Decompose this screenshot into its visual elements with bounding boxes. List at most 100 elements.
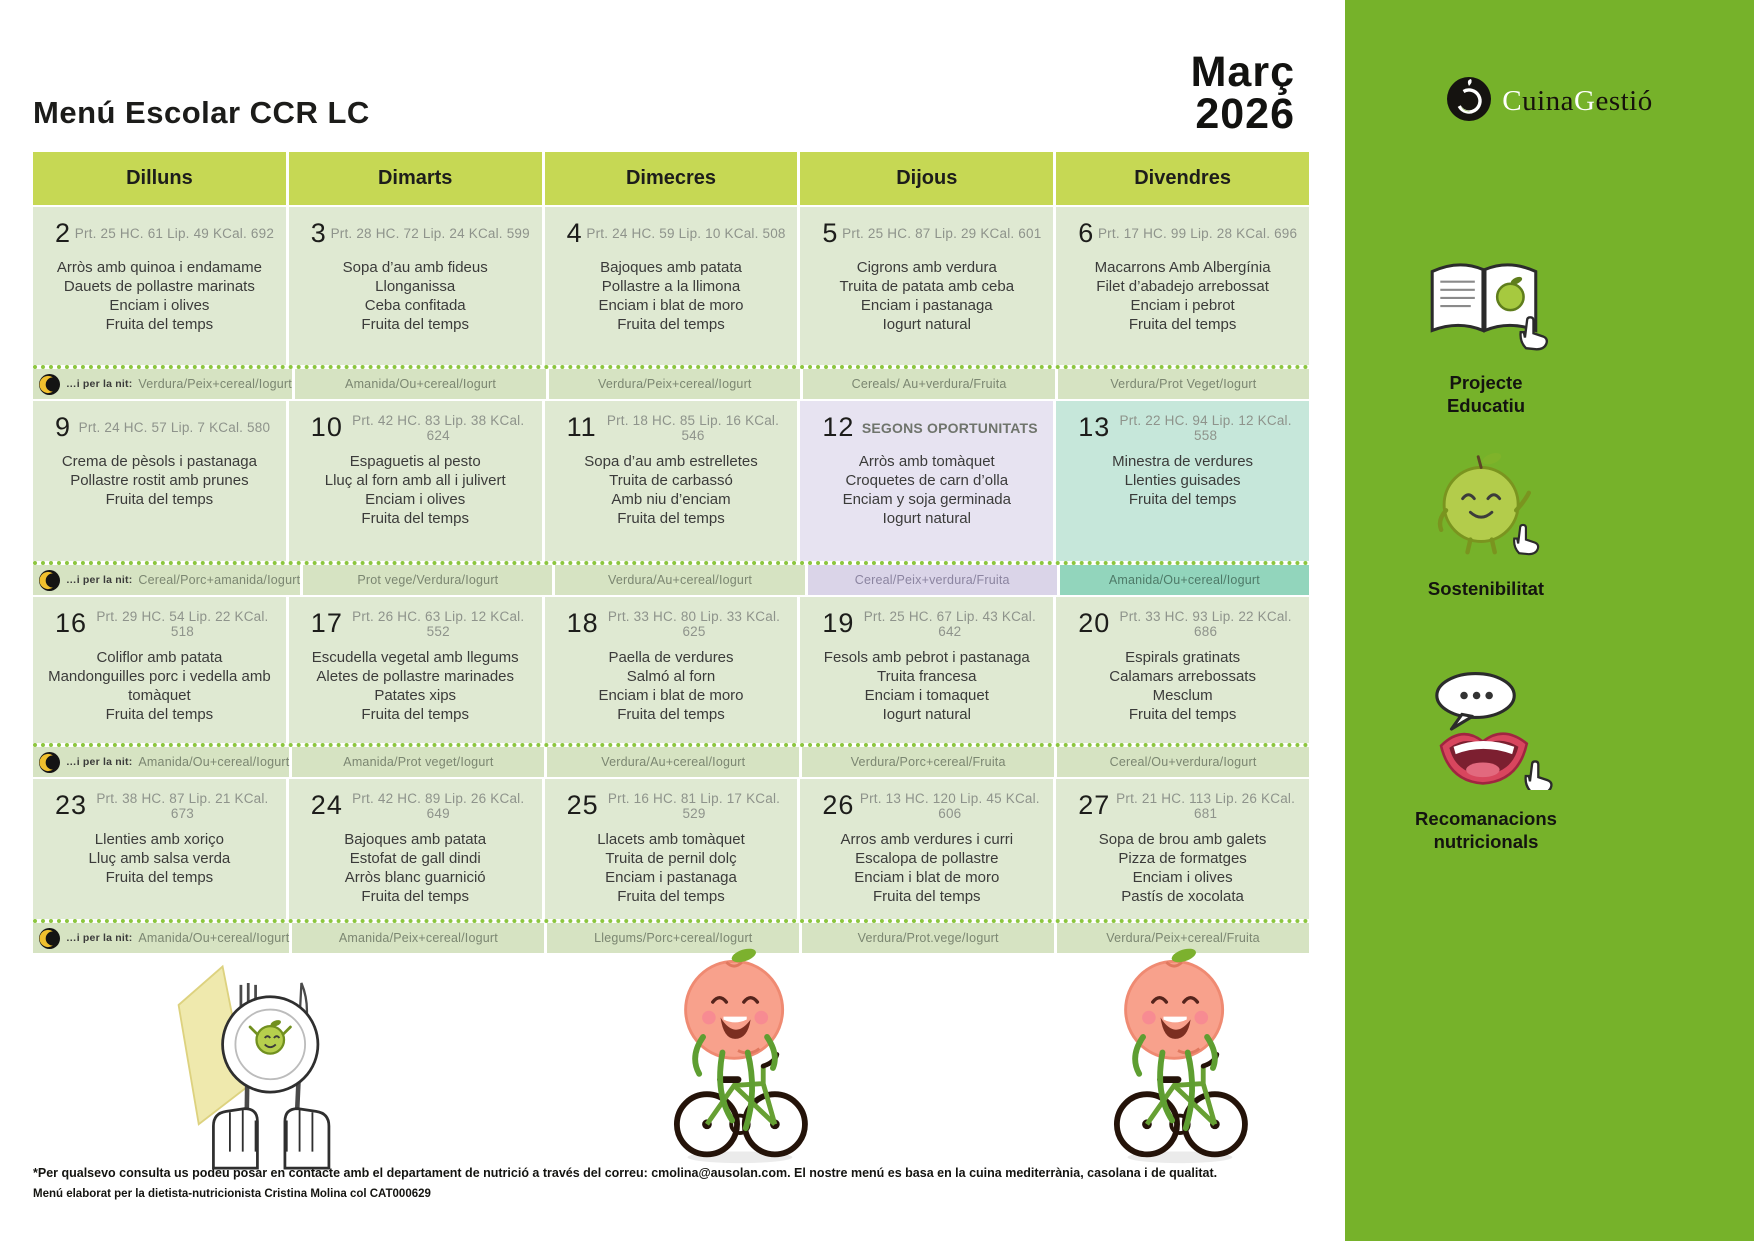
day-number: 17 [310, 608, 343, 638]
menu-item: Cigrons amb verdura [856, 259, 997, 276]
menu-item: Fruita del temps [617, 888, 725, 906]
menu-item: Croquetes de carn d’olla [845, 472, 1009, 490]
day-number: 2 [55, 218, 72, 248]
night-cell: …i per la nit: Cereal/Porc+amanida/Iogurt [33, 565, 301, 595]
menu-item: Fruita del temps [1128, 316, 1237, 334]
menu-item: Fruita del temps [1128, 491, 1237, 509]
day-header-dilluns: Dilluns [33, 152, 286, 205]
menu-item: Iogurt natural [882, 706, 971, 724]
menu-item: Enciam i blat de moro [598, 297, 744, 315]
night-menu: Verdura/Au+cereal/Iogurt [607, 573, 753, 587]
night-cell: Verdura/Au+cereal/Iogurt [555, 565, 805, 595]
menu-item: Escalopa de pollastre [855, 850, 999, 868]
menu-item: Enciam i pebrot [1130, 297, 1235, 315]
day-cell-13: 13 Prt. 22 HC. 94 Lip. 12 KCal. 558 Minest… [1056, 401, 1309, 561]
day-cell-18: 18 Prt. 33 HC. 80 Lip. 33 KCal. 625 Paella… [544, 597, 798, 743]
nutrition-stats: Prt. 28 HC. 72 Lip. 24 KCal. 599 [330, 226, 530, 241]
month-year: Març 2026 [1000, 48, 1295, 138]
menu-item: Enciam i olives [1132, 869, 1233, 887]
night-cell: Verdura/Peix+cereal/Fruita [1057, 923, 1309, 953]
menu-item: Escudella vegetal amb llegums [311, 649, 519, 666]
year-label: 2026 [1195, 89, 1295, 138]
sidebar-item-recomanacions[interactable]: Recomanacions nutricionals [1381, 668, 1591, 853]
menu-item: Sopa d’au amb fideus [342, 259, 488, 276]
night-label: …i per la nit: [66, 574, 133, 586]
menu-item: Estofat de gall dindi [349, 850, 481, 868]
menu-item: Fruita del temps [105, 316, 214, 334]
night-menu: Verdura/Peix+cereal/Fruita [1106, 931, 1260, 945]
day-number: 4 [566, 218, 583, 248]
day-cell-9: 9 Prt. 24 HC. 57 Lip. 7 KCal. 580 Crema de… [33, 401, 286, 561]
menu-item: Ceba confitada [364, 297, 466, 315]
day-header-divendres: Divendres [1056, 152, 1309, 205]
week-row: 2 Prt. 25 HC. 61 Lip. 49 KCal. 692 Arròs a… [33, 207, 1309, 399]
menu-items: Espaguetis al pesto Lluç al forn amb all … [297, 452, 534, 528]
menu-item: Macarrons Amb Albergínia [1094, 259, 1271, 276]
menu-items: Minestra de verdures Llenties guisades Fru… [1064, 452, 1301, 509]
day-cell-6: 6 Prt. 17 HC. 99 Lip. 28 KCal. 696 Macarro… [1056, 207, 1309, 365]
day-number: 24 [310, 790, 343, 820]
menu-item: Fruita del temps [105, 706, 214, 724]
nutrition-stats: Prt. 18 HC. 85 Lip. 16 KCal. 546 [606, 412, 780, 443]
menu-item: Enciam i pastanaga [860, 297, 993, 315]
night-cell: Amanida/Ou+cereal/Iogurt [294, 369, 547, 399]
menu-items: Llacets amb tomàquet Truita de pernil dol… [553, 830, 790, 906]
nutrition-stats: Prt. 13 HC. 120 Lip. 45 KCal. 606 [859, 790, 1040, 821]
menu-item: Enciam i blat de moro [598, 687, 744, 705]
menu-items: Espirals gratinats Calamars arrebossats Me… [1064, 648, 1301, 724]
menu-item: Coliflor amb patata [96, 649, 223, 666]
day-number: 19 [822, 608, 855, 638]
footer-dietitian-note: Menú elaborat per la dietista-nutricioni… [33, 1188, 431, 1200]
day-number: 16 [55, 608, 88, 638]
day-number: 9 [55, 412, 72, 442]
night-cell: Amanida/Peix+cereal/Iogurt [292, 923, 545, 953]
menu-item: Fruita del temps [873, 888, 981, 906]
night-menu: Verdura/Prot.vege/Iogurt [857, 931, 999, 945]
nutrition-stats: Prt. 21 HC. 113 Lip. 26 KCal. 681 [1116, 790, 1296, 821]
night-menu: Amanida/Ou+cereal/Iogurt [138, 931, 290, 945]
nutrition-stats: Prt. 17 HC. 99 Lip. 28 KCal. 696 [1097, 226, 1298, 241]
nutrition-stats: Prt. 38 HC. 87 Lip. 21 KCal. 673 [96, 790, 269, 821]
day-cell-12: 12 SEGONS OPORTUNITATS Arròs amb tomàquet C… [800, 401, 1054, 561]
night-menu: Verdura/Porc+cereal/Fruita [850, 755, 1006, 769]
day-cell-19: 19 Prt. 25 HC. 67 Lip. 43 KCal. 642 Fesols… [800, 597, 1054, 743]
night-menu: Cereal/Porc+amanida/Iogurt [138, 573, 301, 587]
menu-item: Fruita del temps [105, 491, 214, 509]
sidebar-item-projecte-educatiu[interactable]: Projecte Educatiu [1381, 250, 1591, 417]
sidebar-item-sostenibilitat[interactable]: Sostenibilitat [1381, 448, 1591, 600]
night-menu: Prot vege/Verdura/Iogurt [357, 573, 499, 587]
menu-items: Sopa d’au amb estrelletes Truita de carba… [553, 452, 790, 528]
day-cell-5: 5 Prt. 25 HC. 87 Lip. 29 KCal. 601 Cigrons… [800, 207, 1054, 365]
nutrition-stats: Prt. 24 HC. 59 Lip. 10 KCal. 508 [586, 226, 786, 241]
night-cell: …i per la nit: Verdura/Peix+cereal/Iogurt [33, 369, 292, 399]
day-number: 5 [822, 218, 839, 248]
night-menu: Amanida/Ou+cereal/Iogurt [138, 755, 290, 769]
week-row: 23 Prt. 38 HC. 87 Lip. 21 KCal. 673 Llenti… [33, 779, 1309, 953]
menu-item: Enciam i pastanaga [605, 869, 737, 887]
day-cell-10: 10 Prt. 42 HC. 83 Lip. 38 KCal. 624 Espagu… [288, 401, 542, 561]
nutrition-stats: Prt. 26 HC. 63 Lip. 12 KCal. 552 [352, 608, 525, 639]
night-cell: Prot vege/Verdura/Iogurt [303, 565, 553, 595]
nutrition-stats: Prt. 42 HC. 89 Lip. 26 KCal. 649 [352, 790, 525, 821]
day-header-dijous: Dijous [800, 152, 1054, 205]
month-label: Març [1190, 48, 1295, 96]
peach-bicycle-illustration-2 [1108, 938, 1248, 1166]
menu-item: Fruita del temps [1128, 706, 1237, 724]
page-title: Menú Escolar CCR LC [33, 95, 370, 130]
calendar-body: 2 Prt. 25 HC. 61 Lip. 49 KCal. 692 Arròs a… [33, 207, 1309, 953]
sidebar-item-label: Recomanacions nutricionals [1415, 808, 1557, 853]
menu-item: Pollastre a la llimona [601, 278, 741, 296]
menu-item: Fruita del temps [361, 888, 469, 906]
night-cell: Verdura/Prot Veget/Iogurt [1057, 369, 1309, 399]
menu-items: Crema de pèsols i pastanaga Pollastre ros… [41, 452, 278, 509]
nutrition-stats: Prt. 25 HC. 61 Lip. 49 KCal. 692 [74, 226, 275, 241]
menu-item: Fruita del temps [361, 510, 469, 528]
menu-items: Paella de verdures Salmó al forn Enciam i … [553, 648, 790, 724]
day-number: 3 [310, 218, 327, 248]
night-menu: Llegums/Porc+cereal/Iogurt [594, 931, 753, 945]
day-number: 11 [566, 412, 597, 442]
night-cell: Verdura/Prot.vege/Iogurt [802, 923, 1055, 953]
menu-item: Enciam i tomaquet [864, 687, 989, 705]
day-cell-11: 11 Prt. 18 HC. 85 Lip. 16 KCal. 546 Sopa d… [544, 401, 798, 561]
